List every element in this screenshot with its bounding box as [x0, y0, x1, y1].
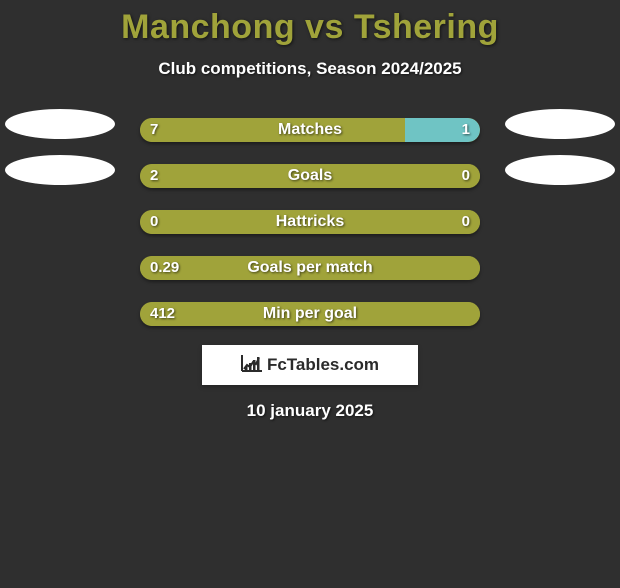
stat-row: Goals20 [0, 153, 620, 199]
player-right-marker [505, 109, 615, 139]
stat-row: Hattricks00 [0, 199, 620, 245]
stat-bar [140, 210, 480, 234]
player-left-marker [5, 155, 115, 185]
stat-row: Matches71 [0, 107, 620, 153]
stat-bar-left-segment [140, 164, 480, 188]
stat-bar [140, 118, 480, 142]
stat-row: Goals per match0.29 [0, 245, 620, 291]
bar-chart-icon [241, 354, 263, 377]
stat-bar [140, 256, 480, 280]
stats-area: Matches71Goals20Hattricks00Goals per mat… [0, 107, 620, 337]
player-right-marker [505, 155, 615, 185]
stat-bar [140, 302, 480, 326]
brand-text: FcTables.com [267, 355, 379, 375]
stat-row: Min per goal412 [0, 291, 620, 337]
page-subtitle: Club competitions, Season 2024/2025 [0, 59, 620, 79]
page-title: Manchong vs Tshering [0, 8, 620, 47]
stat-bar-left-segment [140, 256, 480, 280]
footer-date: 10 january 2025 [0, 401, 620, 421]
stat-bar [140, 164, 480, 188]
player-left-marker [5, 109, 115, 139]
stat-bar-left-segment [140, 118, 405, 142]
stat-bar-right-segment [405, 118, 480, 142]
stat-bar-left-segment [140, 210, 480, 234]
brand-box[interactable]: FcTables.com [202, 345, 418, 385]
stat-bar-left-segment [140, 302, 480, 326]
